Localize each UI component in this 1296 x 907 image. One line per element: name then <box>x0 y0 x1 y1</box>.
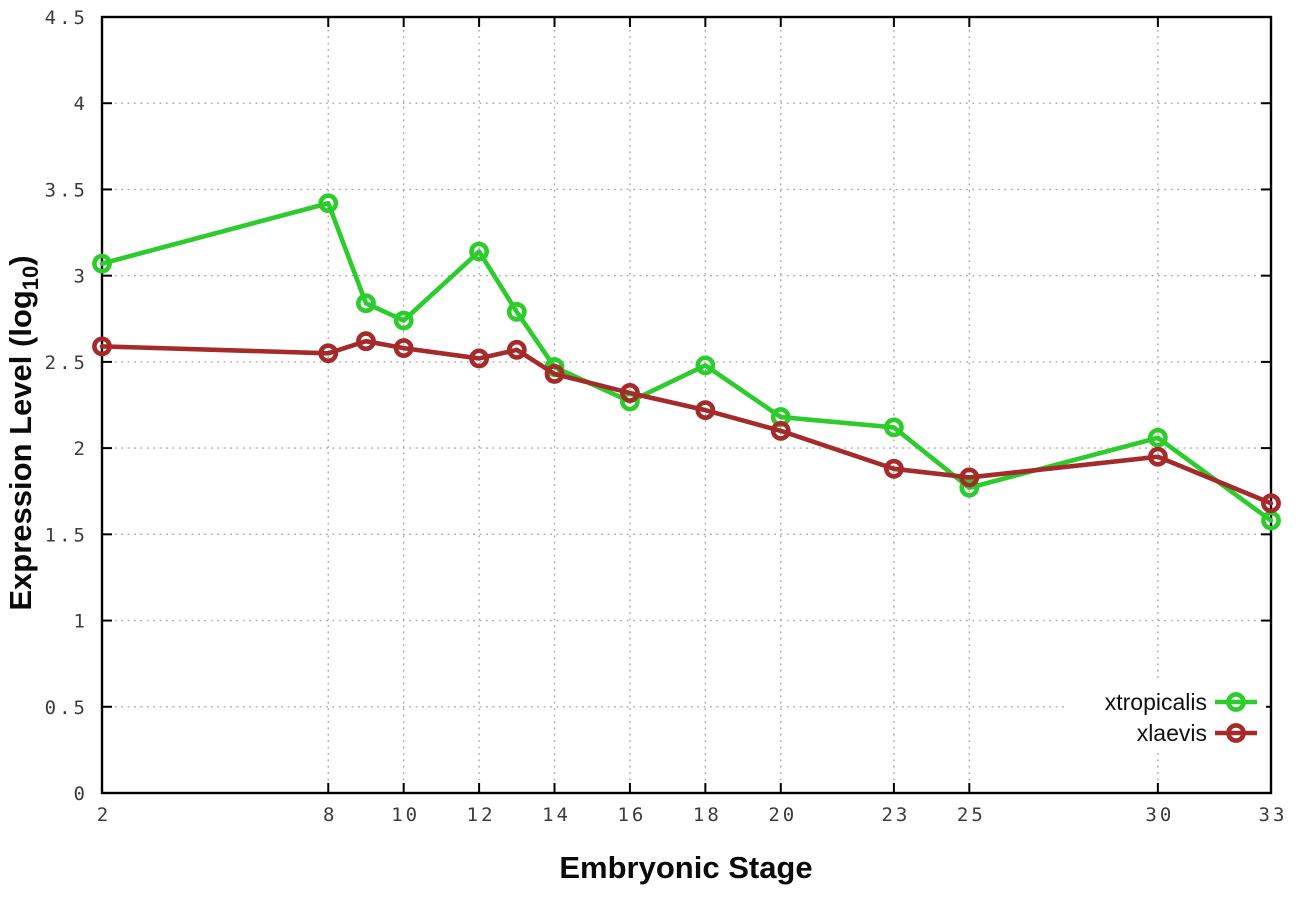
x-tick-label: 14 <box>542 804 571 826</box>
y-axis-title-end: ) <box>3 255 38 265</box>
x-tick-label: 10 <box>391 804 420 826</box>
x-tick-label: 20 <box>768 804 797 826</box>
data-point-xlaevis <box>1261 493 1281 514</box>
data-point-xlaevis <box>469 348 489 369</box>
data-point-xlaevis <box>620 383 640 403</box>
y-axis-title-subscript: 10 <box>18 266 43 290</box>
y-tick-label: 0.5 <box>45 697 88 719</box>
data-point-xlaevis <box>1147 446 1168 467</box>
series-line-xlaevis <box>99 338 1274 506</box>
y-tick-label: 3.5 <box>45 179 88 201</box>
x-tick-label: 16 <box>617 804 646 826</box>
data-point-xlaevis <box>770 420 791 441</box>
data-point-xtropicalis <box>92 253 112 274</box>
data-point-xlaevis <box>544 364 565 384</box>
data-point-xtropicalis <box>695 355 716 376</box>
x-tick-label: 2 <box>97 804 111 826</box>
legend-label-xlaevis: xlaevis <box>1137 720 1207 746</box>
data-point-xlaevis <box>506 339 527 360</box>
data-point-xlaevis <box>695 400 716 421</box>
data-point-xtropicalis <box>318 193 339 214</box>
data-point-xtropicalis <box>959 477 980 498</box>
legend: xtropicalis xlaevis <box>1066 680 1266 753</box>
legend-marker-sample <box>1226 692 1246 712</box>
data-point-xlaevis <box>959 467 980 488</box>
data-point-xtropicalis <box>469 241 489 262</box>
data-point-xlaevis <box>92 336 112 357</box>
x-tick-label: 25 <box>957 804 986 826</box>
y-tick-label: 0 <box>74 783 88 805</box>
data-point-xlaevis <box>884 458 904 479</box>
data-point-xtropicalis <box>506 301 527 322</box>
y-axis-title-main: Expression Level (log <box>3 290 38 610</box>
data-point-xtropicalis <box>884 417 904 438</box>
data-point-xlaevis <box>356 331 376 352</box>
x-tick-label: 30 <box>1145 804 1174 826</box>
gridlines <box>102 17 1271 793</box>
y-tick-label: 4.5 <box>45 7 88 29</box>
legend-marker-sample <box>1226 723 1246 743</box>
x-axis-title: Embryonic Stage <box>559 850 812 885</box>
plot-border <box>100 15 1273 795</box>
data-point-xtropicalis <box>1147 427 1168 448</box>
y-tick-labels: 0 0.5 1 1.5 2 2.5 3 3.5 4 4.5 <box>45 7 88 805</box>
x-tick-label: 18 <box>693 804 722 826</box>
data-point-xtropicalis <box>356 293 376 314</box>
x-tick-label: 33 <box>1259 804 1288 826</box>
y-tick-label: 1.5 <box>45 524 88 546</box>
y-tick-label: 2.5 <box>45 352 88 374</box>
data-point-xlaevis <box>393 338 414 358</box>
data-point-xtropicalis <box>393 310 414 331</box>
x-tick-label: 23 <box>881 804 910 826</box>
y-tick-label: 3 <box>74 266 88 288</box>
y-tick-label: 2 <box>74 438 88 460</box>
data-point-xlaevis <box>318 343 339 364</box>
x-tick-label: 8 <box>323 804 337 826</box>
data-series <box>92 193 1281 531</box>
x-tick-label: 12 <box>467 804 496 826</box>
y-axis-title: Expression Level (log10) <box>3 255 43 610</box>
legend-label-xtropicalis: xtropicalis <box>1105 689 1207 715</box>
y-tick-label: 1 <box>74 611 88 633</box>
y-tick-label: 4 <box>74 93 88 115</box>
x-tick-labels: 2 8 10 12 14 16 18 20 23 25 30 33 <box>97 804 1288 826</box>
